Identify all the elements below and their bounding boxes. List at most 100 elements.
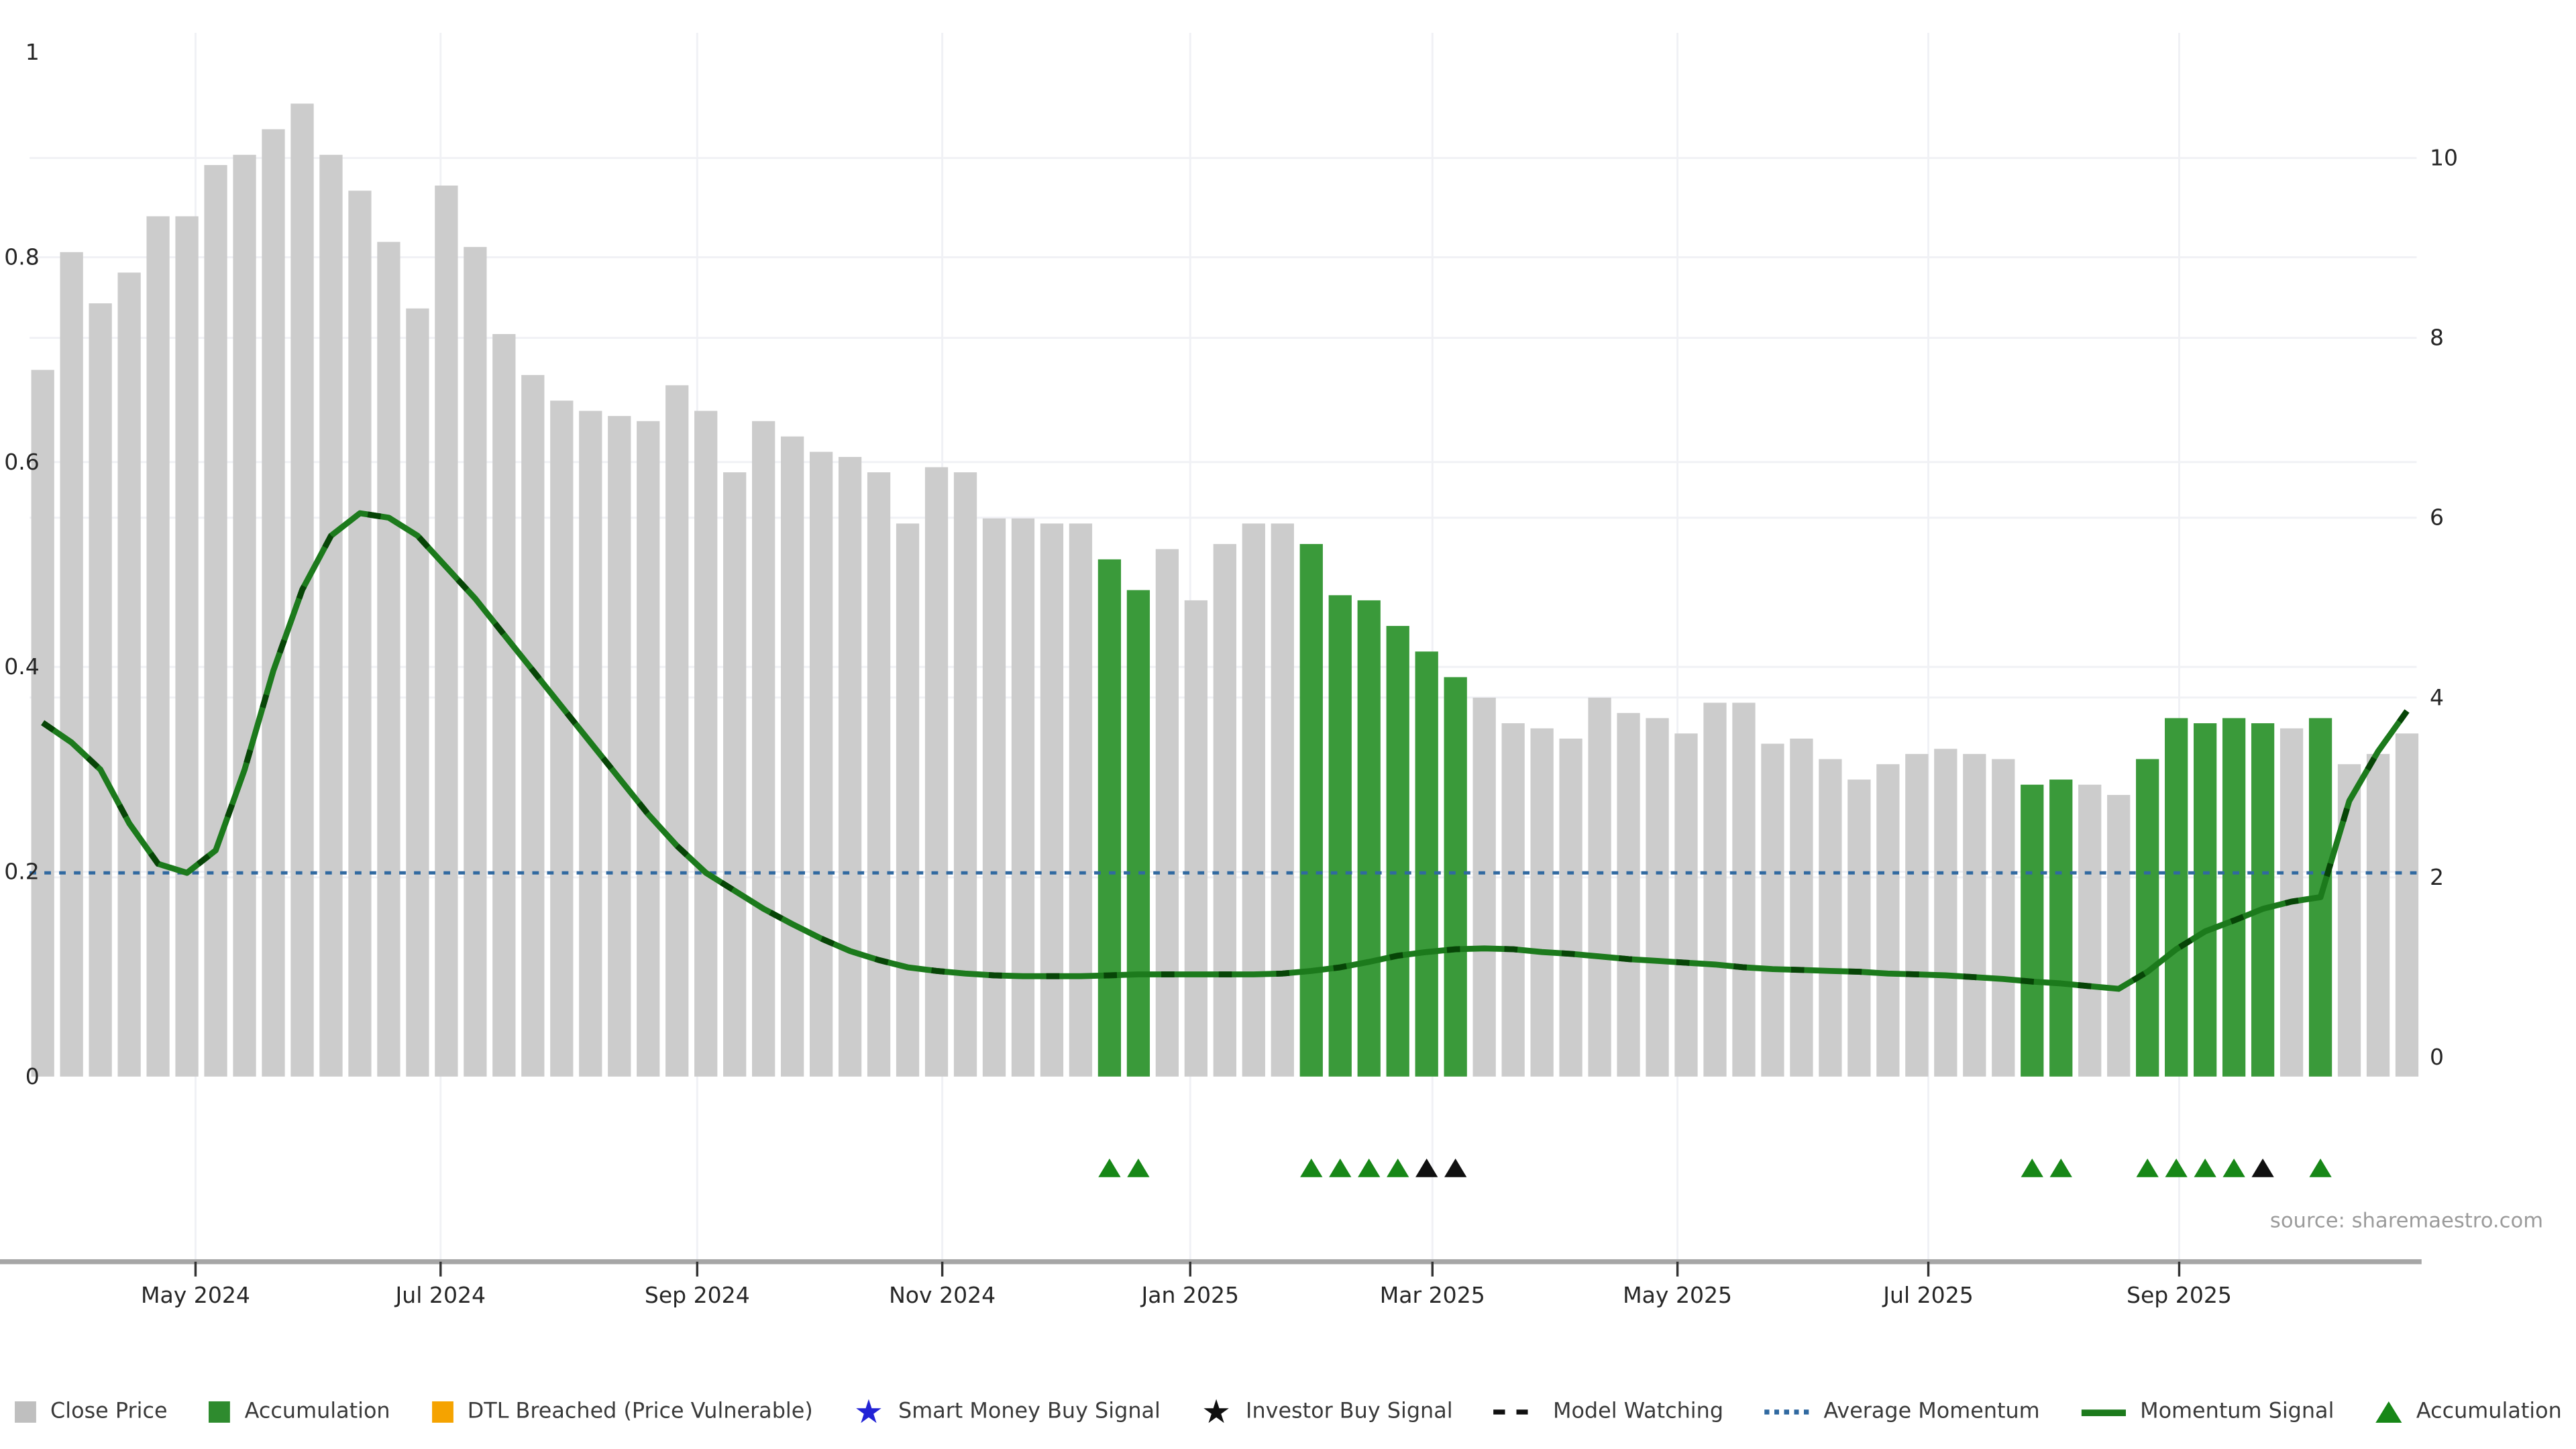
accumulation-marker [2049,1159,2072,1177]
dotted-line-icon [1764,1409,1809,1415]
accumulation-bar [1328,595,1352,1077]
close-price-bar [1646,718,1669,1077]
dashed-line-icon [1493,1409,1538,1415]
close-price-bar [1876,764,1900,1077]
close-price-bar [1819,759,1842,1077]
accumulation-marker [1387,1159,1409,1177]
close-price-bar [1242,523,1265,1077]
accumulation-bar [2165,718,2188,1077]
left-y-axis-label: 0.8 [4,244,40,270]
close-price-bar [2078,784,2102,1077]
accumulation-marker [1300,1159,1323,1177]
legend-label: Model Watching [1552,1399,1724,1425]
close-price-bar [781,436,804,1077]
legend-label: Smart Money Buy Signal [898,1399,1161,1425]
source-attribution: source: sharemaestro.com [2269,1208,2544,1232]
legend-item-average-momentum: Average Momentum [1764,1399,2040,1425]
accumulation-marker [1329,1159,1352,1177]
legend-label: Accumulation [2416,1399,2562,1425]
legend-item-smart-money-buy: ★ Smart Money Buy Signal [854,1391,1161,1432]
legend-item-accumulation-marker: Accumulation [2375,1399,2562,1425]
left-y-axis-label: 1 [25,39,40,65]
black-star-icon: ★ [1201,1391,1232,1432]
close-price-bar [2366,753,2390,1077]
investor-buy-marker [1444,1159,1467,1177]
close-price-bar [1184,600,1208,1077]
left-y-axis-label: 0.2 [4,858,40,884]
accumulation-marker [2222,1159,2245,1177]
close-price-bar [435,185,458,1077]
x-axis-label: Mar 2025 [1380,1282,1485,1308]
left-y-axis-label: 0.6 [4,449,40,475]
x-axis-label: Jan 2025 [1140,1282,1239,1308]
x-axis-label: May 2025 [1623,1282,1732,1308]
investor-buy-marker [2251,1159,2274,1177]
close-price-bar [1069,523,1093,1077]
close-price-swatch-icon [14,1401,36,1423]
legend-label: Average Momentum [1823,1399,2040,1425]
close-price-bar [1934,749,1957,1077]
accumulation-bar [1444,677,1467,1077]
close-price-bar [464,247,487,1077]
close-price-bar [319,154,343,1077]
close-price-bar [723,472,747,1077]
close-price-bar [60,252,83,1077]
green-line-icon [2080,1409,2126,1415]
left-y-axis-label: 0.4 [4,653,40,680]
close-price-bar [1155,549,1179,1077]
close-price-bar [2107,794,2131,1077]
left-y-axis-label: 0 [25,1063,40,1089]
accumulation-marker [2136,1159,2159,1177]
close-price-bar [146,216,170,1077]
close-price-bar [262,129,285,1077]
close-price-bar [1674,733,1698,1077]
close-price-bar [521,375,545,1077]
close-price-bar [1761,743,1784,1077]
blue-star-icon: ★ [854,1391,883,1432]
close-price-bar [896,523,920,1077]
close-price-bar [1271,523,1294,1077]
accumulation-bar [1386,626,1409,1077]
right-y-axis-label: 6 [2430,504,2444,531]
legend-item-dtl-breached: DTL Breached (Price Vulnerable) [431,1399,813,1425]
close-price-bar [117,272,141,1077]
close-price-bar [1732,702,1756,1077]
accumulation-bar [1357,600,1381,1077]
close-price-bar [550,400,574,1077]
close-price-bar [1992,759,2015,1077]
close-price-bar [89,303,112,1077]
green-triangle-icon [2375,1401,2402,1423]
close-price-bar [1530,728,1554,1077]
right-y-axis-label: 8 [2430,325,2444,351]
close-price-bar [1703,702,1727,1077]
close-price-bar [1040,523,1064,1077]
legend-label: Accumulation [244,1399,390,1425]
close-price-bar [204,165,227,1077]
right-y-axis-label: 10 [2430,145,2458,171]
x-axis-label: Jul 2024 [394,1282,486,1308]
accumulation-marker [1127,1159,1150,1177]
investor-buy-marker [1415,1159,1438,1177]
close-price-bar [377,241,400,1077]
legend-label: Momentum Signal [2140,1399,2334,1425]
close-price-bar [348,191,372,1077]
accumulation-marker [1358,1159,1381,1177]
close-price-bar [665,385,689,1077]
close-price-bar [694,411,718,1077]
legend-label: DTL Breached (Price Vulnerable) [467,1399,813,1425]
accumulation-marker [2309,1159,2332,1177]
accumulation-bar [2251,723,2275,1077]
close-price-bar [838,457,862,1077]
accumulation-marker [2021,1159,2043,1177]
close-price-bar [1501,723,1525,1077]
dtl-breached-swatch-icon [431,1401,453,1423]
legend-label: Investor Buy Signal [1246,1399,1453,1425]
model-watching-dashes [41,510,2410,992]
right-y-axis-label: 4 [2430,684,2444,710]
close-price-bar [809,451,833,1077]
close-price-bar [953,472,977,1077]
x-axis-label: May 2024 [141,1282,250,1308]
accumulation-bar [2021,784,2044,1077]
